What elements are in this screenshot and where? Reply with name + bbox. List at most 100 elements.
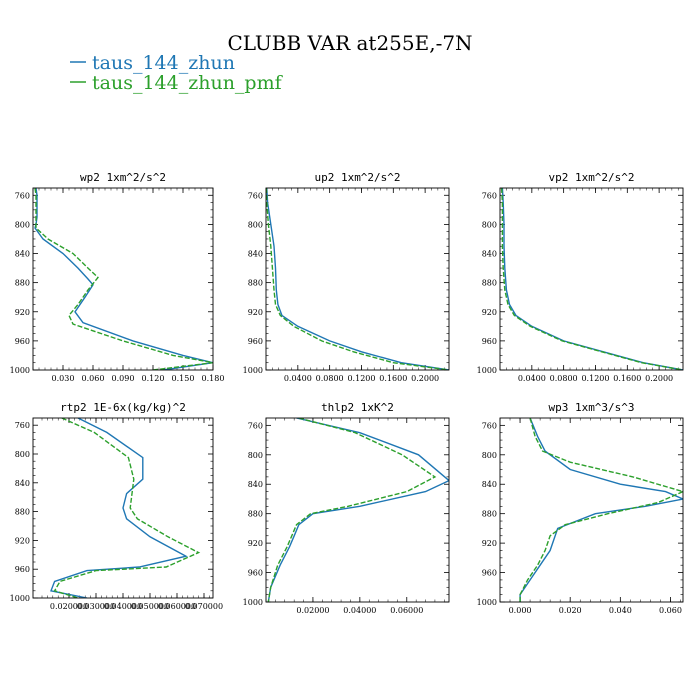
panel-title-5: wp3 1xm^3/s^3 bbox=[548, 401, 634, 414]
panel-2: vp2 1xm^2/s^2 760 800 840 880 920 960 1000 0.040… bbox=[477, 171, 684, 383]
x-tick-label-5-2: 0.040 bbox=[609, 606, 632, 615]
y-tick-label-3-6: 1000 bbox=[10, 594, 30, 603]
series-line-2-0 bbox=[501, 188, 683, 370]
y-tick-label-4-3: 880 bbox=[248, 510, 263, 519]
y-tick-label-4-5: 960 bbox=[248, 569, 263, 578]
series-line-1-0 bbox=[266, 188, 449, 370]
series-line-3-1 bbox=[53, 418, 201, 598]
y-tick-label-2-4: 920 bbox=[482, 308, 497, 317]
series-line-4-0 bbox=[267, 418, 449, 602]
y-tick-label-1-0: 760 bbox=[248, 191, 263, 200]
y-tick-label-2-5: 960 bbox=[482, 337, 497, 346]
x-tick-label-1-4: 0.2000 bbox=[411, 374, 439, 383]
x-tick-label-0-4: 0.150 bbox=[172, 374, 195, 383]
x-tick-label-3-0: 0.020000 bbox=[50, 602, 88, 611]
y-tick-label-5-6: 1000 bbox=[477, 598, 497, 607]
y-tick-label-0-3: 880 bbox=[15, 279, 30, 288]
panel-title-0: wp2 1xm^2/s^2 bbox=[80, 171, 166, 184]
panel-3: rtp2 1E-6x(kg/kg)^2 760 800 840 880 920 960 100… bbox=[10, 401, 223, 611]
y-tick-label-4-4: 920 bbox=[248, 539, 263, 548]
y-tick-label-1-6: 1000 bbox=[243, 366, 263, 375]
y-tick-label-0-5: 960 bbox=[15, 337, 30, 346]
y-tick-label-3-1: 800 bbox=[15, 450, 30, 459]
y-tick-label-1-5: 960 bbox=[248, 337, 263, 346]
panel-title-2: vp2 1xm^2/s^2 bbox=[548, 171, 634, 184]
panels: wp2 1xm^2/s^2 760 800 840 880 920 960 1000 0.030… bbox=[10, 171, 684, 615]
series-line-1-1 bbox=[266, 188, 449, 370]
x-tick-label-4-2: 0.06000 bbox=[390, 606, 423, 615]
x-tick-label-1-2: 0.1200 bbox=[347, 374, 375, 383]
y-tick-label-1-4: 920 bbox=[248, 308, 263, 317]
series-line-2-1 bbox=[500, 188, 683, 370]
y-tick-label-0-4: 920 bbox=[15, 308, 30, 317]
y-tick-label-5-0: 760 bbox=[482, 421, 497, 430]
panel-frame-0 bbox=[32, 187, 214, 371]
y-tick-label-4-6: 1000 bbox=[243, 598, 263, 607]
panel-1: up2 1xm^2/s^2 760 800 840 880 920 960 1000 0.040… bbox=[243, 171, 450, 383]
x-tick-label-5-3: 0.060 bbox=[659, 606, 682, 615]
series-line-3-0 bbox=[50, 418, 188, 598]
y-tick-label-1-3: 880 bbox=[248, 279, 263, 288]
x-tick-label-3-3: 0.050000 bbox=[131, 602, 169, 611]
x-tick-label-1-1: 0.0800 bbox=[316, 374, 344, 383]
y-tick-label-0-1: 800 bbox=[15, 220, 30, 229]
y-tick-label-0-0: 760 bbox=[15, 191, 30, 200]
x-tick-label-2-3: 0.1600 bbox=[613, 374, 641, 383]
y-tick-label-3-0: 760 bbox=[15, 421, 30, 430]
panel-0: wp2 1xm^2/s^2 760 800 840 880 920 960 1000 0.030… bbox=[10, 171, 225, 383]
y-tick-label-5-1: 800 bbox=[482, 451, 497, 460]
y-tick-label-2-2: 840 bbox=[482, 250, 497, 259]
x-tick-label-0-0: 0.030 bbox=[52, 374, 75, 383]
y-tick-label-4-0: 760 bbox=[248, 421, 263, 430]
series-line-0-0 bbox=[34, 188, 213, 370]
y-tick-label-5-5: 960 bbox=[482, 569, 497, 578]
panel-title-4: thlp2 1xK^2 bbox=[321, 401, 394, 414]
y-tick-label-3-5: 960 bbox=[15, 565, 30, 574]
legend: taus_144_zhun taus_144_zhun_pmf bbox=[70, 52, 284, 94]
panel-frame-5 bbox=[499, 417, 684, 603]
y-tick-label-1-2: 840 bbox=[248, 250, 263, 259]
x-tick-label-2-2: 0.1200 bbox=[581, 374, 609, 383]
series-line-4-1 bbox=[267, 418, 437, 602]
x-tick-label-3-1: 0.030000 bbox=[77, 602, 115, 611]
x-tick-label-4-0: 0.02000 bbox=[296, 606, 329, 615]
y-tick-label-5-3: 880 bbox=[482, 510, 497, 519]
x-tick-label-2-4: 0.2000 bbox=[645, 374, 673, 383]
panel-4: thlp2 1xK^2 760 800 840 880 920 960 1000 0.02000… bbox=[243, 401, 450, 615]
x-tick-label-2-0: 0.0400 bbox=[518, 374, 546, 383]
y-tick-label-0-6: 1000 bbox=[10, 366, 30, 375]
x-tick-label-0-3: 0.120 bbox=[142, 374, 165, 383]
series-line-5-1 bbox=[519, 418, 683, 602]
y-tick-label-2-3: 880 bbox=[482, 279, 497, 288]
series-line-0-1 bbox=[34, 188, 213, 370]
y-tick-label-3-2: 840 bbox=[15, 479, 30, 488]
y-tick-label-4-1: 800 bbox=[248, 451, 263, 460]
x-tick-label-3-4: 0.060000 bbox=[158, 602, 196, 611]
x-tick-label-1-3: 0.1600 bbox=[379, 374, 407, 383]
x-tick-label-5-1: 0.020 bbox=[559, 606, 582, 615]
legend-label-0: taus_144_zhun bbox=[92, 52, 235, 74]
panel-5: wp3 1xm^3/s^3 760 800 840 880 920 960 1000 0.000… bbox=[477, 401, 684, 615]
x-tick-label-4-1: 0.04000 bbox=[343, 606, 376, 615]
y-tick-label-3-3: 880 bbox=[15, 508, 30, 517]
y-tick-label-2-1: 800 bbox=[482, 220, 497, 229]
x-tick-label-3-2: 0.040000 bbox=[104, 602, 142, 611]
x-tick-label-2-1: 0.0800 bbox=[550, 374, 578, 383]
x-tick-label-5-0: 0.000 bbox=[509, 606, 532, 615]
y-tick-label-0-2: 840 bbox=[15, 250, 30, 259]
series-line-5-0 bbox=[519, 418, 683, 602]
x-tick-label-0-2: 0.090 bbox=[112, 374, 135, 383]
panel-frame-2 bbox=[499, 187, 684, 371]
panel-frame-3 bbox=[32, 417, 214, 599]
y-tick-label-2-6: 1000 bbox=[477, 366, 497, 375]
figure-title: CLUBB VAR at255E,-7N bbox=[227, 31, 472, 55]
y-tick-label-5-4: 920 bbox=[482, 539, 497, 548]
panel-title-3: rtp2 1E-6x(kg/kg)^2 bbox=[60, 401, 186, 414]
x-tick-label-3-5: 0.070000 bbox=[185, 602, 223, 611]
y-tick-label-5-2: 840 bbox=[482, 480, 497, 489]
x-tick-label-0-5: 0.180 bbox=[202, 374, 225, 383]
panel-title-1: up2 1xm^2/s^2 bbox=[314, 171, 400, 184]
y-tick-label-1-1: 800 bbox=[248, 220, 263, 229]
panel-frame-4 bbox=[265, 417, 450, 603]
